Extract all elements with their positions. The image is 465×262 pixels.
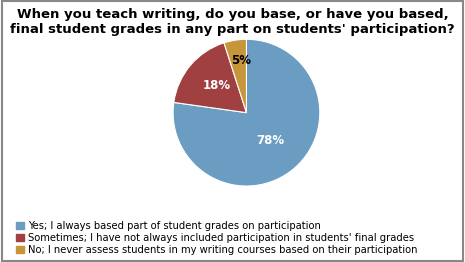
Wedge shape: [224, 39, 246, 113]
Legend: Yes; I always based part of student grades on participation, Sometimes; I have n: Yes; I always based part of student grad…: [14, 219, 420, 257]
Text: When you teach writing, do you base, or have you based,
final student grades in : When you teach writing, do you base, or …: [10, 8, 455, 36]
Text: 18%: 18%: [203, 79, 231, 91]
Text: 5%: 5%: [232, 53, 252, 67]
Wedge shape: [173, 39, 320, 186]
Wedge shape: [174, 43, 246, 113]
Text: 78%: 78%: [256, 134, 284, 148]
